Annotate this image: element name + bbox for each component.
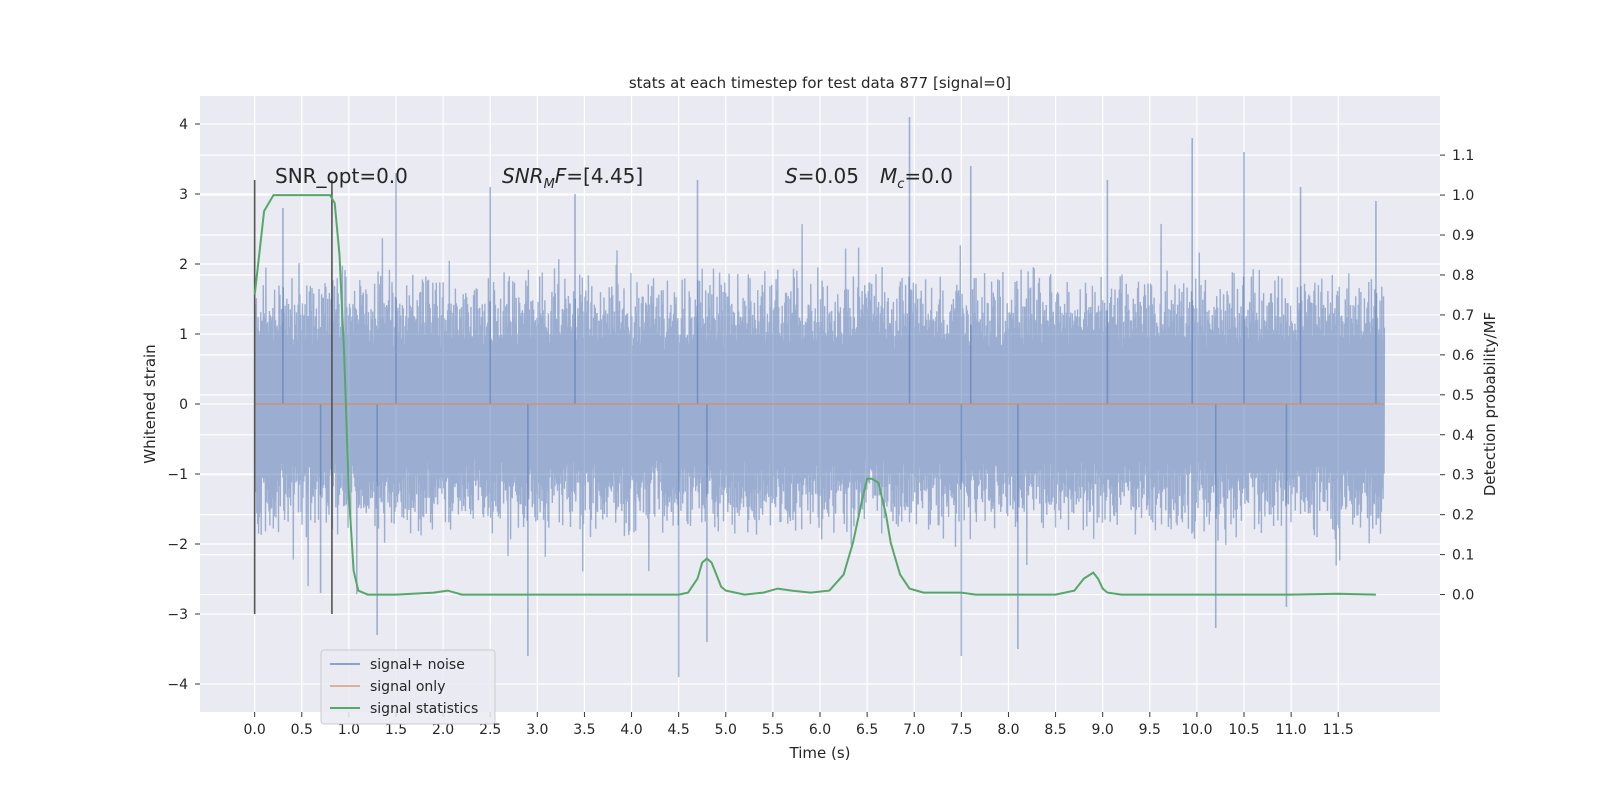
x-tick-label: 6.5: [856, 722, 878, 738]
y2-tick-label: 0.7: [1452, 308, 1474, 324]
annotation-mc-symbol: M: [880, 164, 897, 188]
x-axis-label: Time (s): [789, 744, 851, 762]
y-tick-label: −4: [167, 677, 188, 693]
x-tick-label: 5.5: [762, 722, 784, 738]
x-tick-label: 10.0: [1181, 722, 1212, 738]
y2-axis-label: Detection probability/MF: [1481, 312, 1499, 496]
y2-tick-label: 0.4: [1452, 428, 1474, 444]
annotation-mc-number: =0.0: [904, 164, 953, 188]
x-tick-label: 10.5: [1228, 722, 1259, 738]
annotation-mc-subscript: c: [897, 177, 904, 192]
annotation-s-number: =0.05: [798, 164, 859, 188]
x-tick-label: 11.0: [1276, 722, 1307, 738]
x-tick-label: 8.0: [997, 722, 1019, 738]
y-tick-label: 3: [179, 187, 188, 203]
y2-tick-label: 0.1: [1452, 548, 1474, 564]
y-tick-label: −2: [167, 537, 188, 553]
y2-tick-label: 1.0: [1452, 188, 1474, 204]
annotation-s-value: S=0.05: [785, 164, 859, 188]
x-tick-label: 9.0: [1092, 722, 1114, 738]
annotation-snr-mf-tail: F: [555, 164, 567, 188]
x-tick-label: 4.0: [620, 722, 642, 738]
annotation-snr-mf-subscript: M: [544, 177, 555, 192]
y-tick-label: 0: [179, 397, 188, 413]
x-tick-label: 3.0: [526, 722, 548, 738]
annotation-snr-mf-symbol: SNR: [502, 164, 544, 188]
annotation-snr-mf: SNRMF=[4.45]: [502, 164, 643, 192]
x-tick-label: 1.0: [338, 722, 360, 738]
y2-tick-label: 0.6: [1452, 348, 1474, 364]
y2-tick-label: 0.8: [1452, 268, 1474, 284]
y2-tick-label: 0.0: [1452, 588, 1474, 604]
annotation-snr-mf-value: =[4.45]: [566, 164, 643, 188]
x-tick-label: 4.5: [668, 722, 690, 738]
annotation-mc-value: Mc=0.0: [880, 164, 953, 192]
y-tick-label: 1: [179, 327, 188, 343]
annotation-s-symbol: S: [785, 164, 798, 188]
x-tick-label: 9.5: [1139, 722, 1161, 738]
x-tick-label: 6.0: [809, 722, 831, 738]
legend: signal+ noise signal only signal statist…: [320, 649, 496, 725]
x-tick-label: 2.0: [432, 722, 454, 738]
y-tick-label: −3: [167, 607, 188, 623]
axis-layer: 0.0 0.5 1.0 1.5 2.0 2.5 3.0 3.5 4.0 4.5 5.0 5.5 6.0 6…: [167, 117, 1474, 738]
y2-tick-label: 0.5: [1452, 388, 1474, 404]
signal-noise-trace: [254, 223, 1386, 595]
y-tick-label: 4: [179, 117, 188, 133]
x-tick-label: 3.5: [573, 722, 595, 738]
annotation-snr-opt-text: SNR_opt=0.0: [275, 164, 408, 188]
x-tick-label: 11.5: [1323, 722, 1354, 738]
legend-label-signal-only: signal only: [370, 679, 445, 695]
y2-tick-label: 0.2: [1452, 508, 1474, 524]
legend-box: [320, 649, 496, 725]
x-tick-label: 2.5: [479, 722, 501, 738]
x-tick-label: 1.5: [385, 722, 407, 738]
series-layer: [253, 180, 1385, 614]
y2-tick-label: 1.1: [1452, 148, 1474, 164]
x-tick-label: 0.0: [244, 722, 266, 738]
y2-tick-label: 0.9: [1452, 228, 1474, 244]
x-tick-label: 7.0: [903, 722, 925, 738]
x-tick-label: 8.5: [1044, 722, 1066, 738]
y-tick-label: −1: [167, 467, 188, 483]
x-tick-label: 7.5: [950, 722, 972, 738]
legend-label-signal-noise: signal+ noise: [370, 657, 465, 673]
y2-tick-label: 0.3: [1452, 468, 1474, 484]
signal-noise-series: [254, 117, 1386, 677]
chart-title: stats at each timestep for test data 877…: [629, 74, 1011, 92]
y-axis-label: Whitened strain: [141, 344, 159, 463]
y-tick-label: 2: [179, 257, 188, 273]
annotation-snr-opt: SNR_opt=0.0: [275, 164, 408, 188]
signal-statistics-line: [253, 194, 1376, 596]
legend-label-signal-statistics: signal statistics: [370, 701, 478, 717]
x-tick-label: 5.0: [715, 722, 737, 738]
x-tick-label: 0.5: [291, 722, 313, 738]
